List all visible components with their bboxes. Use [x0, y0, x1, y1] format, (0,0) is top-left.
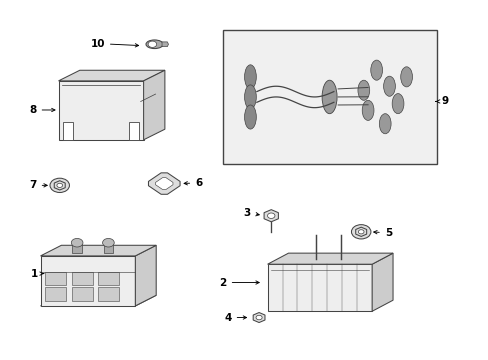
Ellipse shape — [357, 80, 369, 100]
Ellipse shape — [400, 67, 412, 87]
Text: 8: 8 — [29, 105, 55, 115]
Polygon shape — [45, 287, 66, 301]
Polygon shape — [253, 312, 264, 323]
Ellipse shape — [391, 94, 403, 114]
Polygon shape — [72, 271, 93, 285]
Polygon shape — [148, 173, 180, 194]
Polygon shape — [267, 253, 392, 264]
Circle shape — [50, 178, 69, 193]
Ellipse shape — [244, 85, 256, 109]
Polygon shape — [371, 253, 392, 311]
Circle shape — [148, 41, 156, 48]
Polygon shape — [59, 81, 143, 140]
Polygon shape — [143, 70, 164, 140]
Polygon shape — [129, 122, 139, 140]
Polygon shape — [41, 245, 156, 256]
Circle shape — [267, 213, 274, 219]
Circle shape — [351, 225, 370, 239]
Text: 4: 4 — [224, 312, 246, 323]
Text: 5: 5 — [373, 228, 391, 238]
Ellipse shape — [362, 100, 373, 120]
Text: 1: 1 — [31, 269, 43, 279]
Circle shape — [256, 315, 262, 320]
Polygon shape — [72, 244, 82, 253]
Polygon shape — [41, 295, 156, 306]
Polygon shape — [72, 287, 93, 301]
Polygon shape — [264, 210, 278, 222]
Text: 3: 3 — [244, 208, 259, 218]
Circle shape — [358, 230, 363, 234]
Polygon shape — [103, 244, 113, 253]
Ellipse shape — [146, 40, 163, 49]
Text: 2: 2 — [219, 278, 259, 288]
Bar — [222, 30, 436, 164]
Text: 9: 9 — [435, 96, 447, 107]
Polygon shape — [54, 181, 65, 190]
Ellipse shape — [244, 65, 256, 89]
Circle shape — [71, 238, 83, 247]
Polygon shape — [41, 256, 135, 306]
Polygon shape — [59, 70, 164, 81]
Polygon shape — [355, 227, 366, 237]
Text: 10: 10 — [90, 39, 138, 49]
Ellipse shape — [322, 80, 336, 114]
Polygon shape — [62, 122, 73, 140]
Ellipse shape — [244, 105, 256, 129]
Circle shape — [102, 238, 114, 247]
Polygon shape — [267, 264, 371, 311]
Ellipse shape — [370, 60, 382, 80]
Ellipse shape — [379, 114, 390, 134]
Text: 6: 6 — [183, 178, 202, 188]
Polygon shape — [45, 271, 66, 285]
Polygon shape — [135, 245, 156, 306]
Ellipse shape — [383, 76, 395, 96]
Polygon shape — [162, 42, 168, 46]
Polygon shape — [98, 271, 119, 285]
Polygon shape — [155, 178, 173, 189]
Polygon shape — [98, 287, 119, 301]
Text: 7: 7 — [29, 180, 47, 190]
Circle shape — [57, 183, 62, 188]
